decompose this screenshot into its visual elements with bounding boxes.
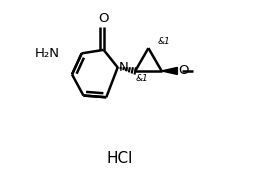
Text: &1: &1 xyxy=(136,75,148,83)
Text: N: N xyxy=(119,61,129,74)
Polygon shape xyxy=(162,67,177,75)
Text: HCl: HCl xyxy=(106,151,133,166)
Text: &1: &1 xyxy=(158,37,171,46)
Text: H₂N: H₂N xyxy=(35,47,60,60)
Text: O: O xyxy=(98,12,109,25)
Text: O: O xyxy=(178,64,189,78)
